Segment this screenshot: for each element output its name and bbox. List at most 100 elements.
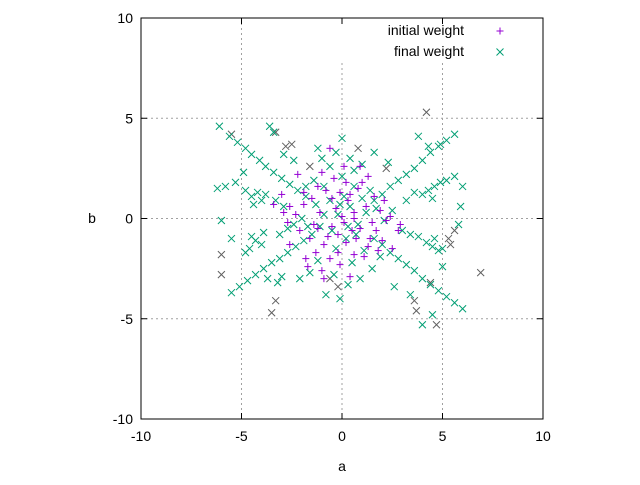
initial-weight-point [284,219,292,227]
initial-weight-point [350,251,358,259]
final-weight-point [318,154,326,163]
series-2-point [271,128,280,137]
initial-weight-point [278,190,286,198]
final-weight-point [442,136,451,145]
final-weight-point [356,274,364,283]
final-weight-point [418,274,427,283]
final-weight-point [346,154,354,163]
final-weight-point [370,148,379,157]
final-weight-point [414,232,423,241]
series-2-point [410,296,419,305]
initial-weight-point [326,255,334,263]
final-weight-point [442,176,451,185]
final-weight-point [410,266,419,275]
final-weight-point [257,240,266,249]
final-weight-point [336,294,344,303]
final-weight-point [390,282,399,291]
final-weight-point [428,194,437,203]
initial-weight-point [292,210,300,218]
series-2-point [287,140,296,149]
initial-weight-point [394,227,402,235]
final-weight-point [394,176,403,185]
initial-weight-point [332,204,340,212]
final-weight-point [344,222,352,231]
initial-weight-point [318,168,326,176]
y-tick-label: -5 [121,311,134,327]
initial-weight-point [364,243,372,251]
final-weight-point [342,234,350,243]
series-2-point [267,308,276,317]
initial-weight-point [330,174,338,182]
legend-background [340,19,542,61]
series-2-point [426,278,435,287]
initial-weight-point [286,241,294,249]
initial-weight-point [350,215,358,222]
initial-weight-point [334,249,342,257]
series-2-point [476,268,485,277]
final-weight-point [414,132,423,141]
final-weight-point [283,248,292,257]
final-weight-point [394,254,403,263]
initial-weight-point [312,249,320,257]
final-weight-point [310,176,318,185]
initial-weight-point [320,241,328,249]
final-weight-point [370,234,379,243]
final-weight-point [233,138,242,147]
final-weight-point [422,238,431,247]
series-2-point [305,162,314,171]
final-weight-point [301,182,310,191]
final-weight-point [454,220,463,229]
initial-weight-point [370,192,378,200]
initial-weight-point [382,217,390,225]
final-weight-point [275,254,284,263]
final-weight-point [257,196,266,205]
final-weight-point [227,234,236,243]
x-tick-label: 0 [338,428,346,444]
final-weight-point [378,240,387,249]
final-weight-point [360,246,368,255]
initial-weight-point [286,202,294,210]
final-weight-point [279,150,288,159]
final-weight-point [285,180,294,189]
legend-marker-final-weight [496,48,504,56]
final-weight-point [243,276,252,285]
data-points [213,108,485,329]
initial-weight-point [310,221,318,229]
initial-weight-point [302,255,310,263]
initial-weight-point [342,239,350,247]
final-weight-point [299,236,308,245]
final-weight-point [410,164,419,173]
final-weight-point [263,274,272,283]
final-weight-point [348,258,356,267]
series-2-point [446,240,455,249]
initial-weight-point [280,208,288,216]
initial-weight-point [374,247,382,255]
final-weight-point [338,172,346,181]
final-weight-point [428,310,437,319]
series-2-point [281,142,290,151]
x-tick-label: 10 [535,428,551,444]
final-weight-point [293,186,302,195]
initial-weight-point [356,162,364,170]
y-axis-label: b [88,210,96,226]
initial-weight-point [342,178,350,186]
initial-weight-point [336,261,344,269]
initial-weight-point [340,162,348,170]
final-weight-point [289,156,298,165]
final-weight-point [261,190,270,199]
y-tick-label: 0 [125,211,133,227]
initial-weight-point [380,196,388,204]
final-weight-point [378,190,387,199]
final-weight-point [277,174,286,183]
initial-weight-point [322,186,330,194]
initial-weight-point [334,231,342,239]
final-weight-point [424,186,433,195]
final-weight-point [438,244,447,253]
final-weight-point [267,258,276,267]
final-weight-point [366,186,374,195]
initial-weight-point [328,194,336,202]
initial-weight-point [376,206,384,214]
y-tick-label: 5 [125,110,133,126]
